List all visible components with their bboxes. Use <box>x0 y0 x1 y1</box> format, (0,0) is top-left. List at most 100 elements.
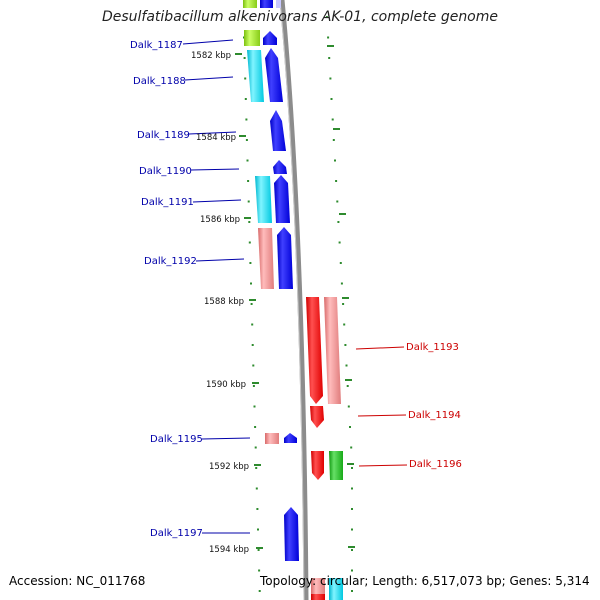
left-minor-tick <box>250 282 252 285</box>
kbp-label: 1584 kbp <box>196 133 236 143</box>
right-minor-tick <box>330 98 333 100</box>
gene-partial-top-3[interactable] <box>276 0 281 8</box>
left-minor-tick <box>252 364 255 367</box>
gene-dalk-1187-a[interactable] <box>244 30 260 46</box>
right-minor-tick <box>337 221 340 223</box>
gene-partial-top-1[interactable] <box>243 0 257 8</box>
left-minor-tick <box>247 180 250 182</box>
right-ruler-ticks <box>327 45 355 548</box>
left-minor-tick <box>251 344 254 346</box>
kbp-ruler: 1582 kbp 1584 kbp 1586 kbp 1588 kbp 1590… <box>191 51 263 555</box>
gene-label-dalk-1191[interactable]: Dalk_1191 <box>141 197 194 208</box>
kbp-label: 1582 kbp <box>191 51 231 61</box>
gene-label-dalk-1190[interactable]: Dalk_1190 <box>139 166 192 177</box>
gene-dalk-1195-a[interactable] <box>265 433 279 444</box>
genome-backbone-highlight <box>279 0 305 600</box>
gene-dalk-1192-a[interactable] <box>258 228 274 289</box>
gene-dalk-1188-a[interactable] <box>247 50 264 102</box>
gene-dalk-1192-b[interactable] <box>277 227 293 289</box>
kbp-label: 1592 kbp <box>209 462 249 472</box>
gene-dalk-1191-a[interactable] <box>255 176 272 223</box>
gene-dalk-1197[interactable] <box>284 507 299 561</box>
genome-summary-text: Topology: circular; Length: 6,517,073 bp… <box>260 574 590 588</box>
accession-text: Accession: NC_011768 <box>9 574 146 588</box>
left-minor-tick <box>244 77 247 80</box>
left-minor-tick <box>255 467 258 469</box>
right-minor-tick <box>336 200 339 203</box>
gene-label-dalk-1195[interactable]: Dalk_1195 <box>150 434 203 445</box>
kbp-label: 1590 kbp <box>206 380 246 390</box>
left-minor-tick <box>252 385 255 387</box>
right-minor-tick <box>351 590 353 592</box>
right-minor-tick <box>351 549 353 551</box>
right-minor-tick <box>328 57 331 59</box>
gene-label-dalk-1192[interactable]: Dalk_1192 <box>144 256 197 267</box>
left-minor-tick <box>254 426 257 428</box>
gene-label-dalk-1189[interactable]: Dalk_1189 <box>137 130 190 141</box>
gene-partial-top-2[interactable] <box>260 0 273 8</box>
gene-dalk-1196-a[interactable] <box>311 451 324 480</box>
genome-backbone <box>279 0 309 600</box>
gene-partial-bottom-3[interactable] <box>329 578 343 600</box>
minor-tick-marks <box>242 16 353 592</box>
genome-title: Desulfatibacillum alkenivorans AK-01, co… <box>101 9 499 25</box>
gene-label-dalk-1194[interactable]: Dalk_1194 <box>408 410 461 421</box>
gene-dalk-1187-b[interactable] <box>263 31 277 45</box>
gene-dalk-1189[interactable] <box>270 110 286 151</box>
kbp-tick <box>252 382 259 384</box>
left-minor-tick <box>243 57 246 59</box>
gene-label-dalk-1196[interactable]: Dalk_1196 <box>409 459 462 470</box>
left-minor-tick <box>258 569 261 572</box>
right-minor-tick <box>340 282 343 285</box>
right-minor-tick <box>329 77 332 80</box>
right-minor-tick <box>325 16 328 18</box>
left-minor-tick <box>244 98 247 100</box>
gene-dalk-1190[interactable] <box>273 160 287 174</box>
left-minor-tick <box>248 241 251 244</box>
gene-dalk-1188-b[interactable] <box>265 48 283 102</box>
gene-label-dalk-1197[interactable]: Dalk_1197 <box>150 528 203 539</box>
right-minor-tick <box>342 303 345 305</box>
gene-dalk-1196-b[interactable] <box>329 451 343 480</box>
right-minor-tick <box>351 467 353 469</box>
left-minor-tick <box>254 446 257 449</box>
left-minor-tick <box>253 405 256 408</box>
gene-labels: Dalk_1187 Dalk_1188 Dalk_1189 Dalk_1190 … <box>130 40 462 539</box>
right-minor-tick <box>346 385 349 387</box>
right-minor-tick <box>351 508 353 510</box>
kbp-tick <box>235 53 242 55</box>
right-minor-tick <box>345 364 348 367</box>
kbp-tick <box>249 299 256 301</box>
right-minor-tick <box>350 446 353 449</box>
gene-label-dalk-1187[interactable]: Dalk_1187 <box>130 40 183 51</box>
left-minor-tick <box>257 528 259 531</box>
left-minor-tick <box>256 508 259 510</box>
gene-dalk-1191-b[interactable] <box>274 175 290 223</box>
left-minor-tick <box>249 262 252 264</box>
gene-dalk-1193-b[interactable] <box>324 297 341 404</box>
right-minor-tick <box>351 487 353 490</box>
right-minor-tick <box>349 426 351 428</box>
left-minor-tick <box>247 200 250 203</box>
kbp-tick <box>239 135 246 137</box>
right-minor-tick <box>343 323 346 326</box>
left-minor-tick <box>245 118 248 121</box>
gene-dalk-1194[interactable] <box>310 406 324 428</box>
right-minor-tick <box>347 405 350 408</box>
gene-partial-bottom-2[interactable] <box>311 594 325 600</box>
right-minor-tick <box>335 180 338 182</box>
gene-label-dalk-1193[interactable]: Dalk_1193 <box>406 342 459 353</box>
gene-dalk-1193-a[interactable] <box>306 297 323 404</box>
left-minor-tick <box>250 303 253 305</box>
left-minor-tick <box>251 323 254 326</box>
right-minor-tick <box>351 528 353 531</box>
kbp-label: 1594 kbp <box>209 545 249 555</box>
gene-dalk-1195-b[interactable] <box>284 433 297 443</box>
gene-label-dalk-1188[interactable]: Dalk_1188 <box>133 76 186 87</box>
kbp-tick <box>254 464 261 466</box>
right-minor-tick <box>334 159 336 162</box>
left-minor-tick <box>258 590 261 592</box>
kbp-label: 1588 kbp <box>204 297 244 307</box>
right-minor-tick <box>351 569 353 572</box>
